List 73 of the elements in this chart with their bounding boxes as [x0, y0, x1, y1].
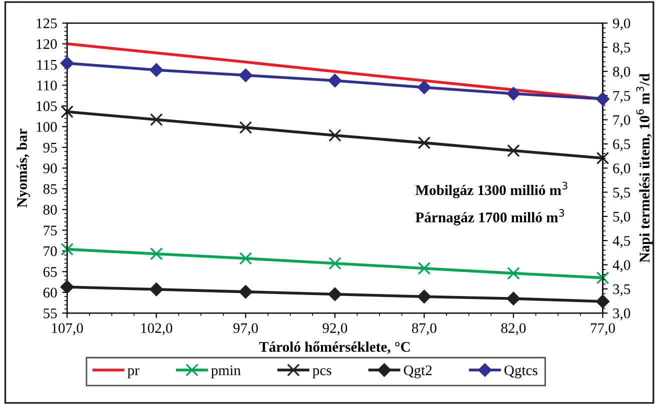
- point: [239, 252, 252, 265]
- point: [328, 74, 342, 88]
- y-tick-label: 95: [43, 142, 57, 153]
- y2-tick-label: 5,0: [613, 212, 630, 224]
- annotation: Mobilgáz 1300 millió m$^{3}$: [416, 182, 568, 198]
- y-tick-label: 120: [36, 39, 57, 49]
- point: [60, 242, 74, 256]
- x-tick-label: 97,0: [233, 323, 258, 336]
- point: [328, 256, 342, 270]
- point: [238, 68, 252, 82]
- y-tick-label: 125: [36, 18, 57, 28]
- point: [60, 56, 74, 70]
- y-axis-title: Nyomás, bar: [16, 128, 30, 208]
- x-tick-label: 107,0: [52, 323, 83, 336]
- y-tick-label: 100: [36, 122, 57, 132]
- legend-label: Qgtcs: [504, 365, 538, 378]
- x-tick-label: 77,0: [590, 323, 615, 336]
- point: [596, 294, 610, 308]
- y2-tick-label: 7,0: [613, 115, 630, 128]
- y2-tick-label: 4,5: [612, 236, 630, 248]
- annotation: Párnagáz 1700 milló m$^{3}$: [416, 209, 564, 226]
- point: [507, 266, 520, 280]
- y2-tick-label: 3,5: [613, 284, 630, 296]
- y2-tick-label: 7,5: [613, 91, 630, 103]
- point: [60, 280, 74, 294]
- point: [418, 262, 431, 275]
- y2-tick-label: 6,0: [613, 163, 630, 176]
- y2-tick-label: 6,5: [613, 139, 630, 152]
- point: [150, 247, 163, 260]
- y-tick-label: 85: [43, 184, 57, 194]
- y2-tick-label: 9,0: [612, 18, 630, 30]
- y-tick-label: 90: [43, 163, 57, 174]
- y-tick-label: 60: [43, 288, 57, 298]
- legend-label: pr: [128, 368, 140, 378]
- x-tick-label: 82,0: [501, 323, 526, 336]
- legend-label: pcs: [312, 368, 332, 378]
- point: [506, 86, 520, 100]
- legend-label: Qgt2: [404, 365, 432, 378]
- point: [239, 121, 252, 134]
- point: [418, 136, 431, 150]
- point: [506, 292, 520, 306]
- point: [596, 152, 610, 165]
- y-tick-label: 70: [44, 246, 57, 256]
- point: [150, 282, 164, 296]
- y-tick-label: 80: [43, 204, 57, 215]
- point: [596, 92, 610, 106]
- y-tick-label: 75: [44, 226, 57, 236]
- y2-tick-label: 8,5: [613, 42, 630, 55]
- x-tick-label: 87,0: [412, 323, 436, 336]
- x-tick-label: 102,0: [141, 323, 172, 336]
- point: [417, 80, 431, 94]
- point: [596, 271, 610, 284]
- x-axis-title: Tároló hőmérséklete, °C: [259, 341, 410, 354]
- x-tick-label: 92,0: [322, 323, 348, 336]
- point: [60, 105, 74, 118]
- y2-tick-label: 4,0: [612, 260, 630, 272]
- point: [417, 290, 431, 304]
- y2-axis-title: Napi termelési ütem, 10$^{6}$ m$^{3}$/d: [636, 74, 652, 263]
- y-tick-label: 110: [37, 80, 57, 90]
- y-tick-label: 55: [44, 308, 57, 318]
- legend-label: pmin: [211, 365, 241, 378]
- point: [150, 113, 163, 126]
- y2-tick-label: 3,0: [613, 308, 630, 320]
- y-tick-label: 115: [37, 60, 57, 70]
- point: [238, 285, 252, 299]
- point: [328, 287, 342, 301]
- y-tick-label: 105: [36, 101, 57, 112]
- y2-tick-label: 8,0: [613, 66, 630, 79]
- y2-tick-label: 5,5: [613, 188, 630, 200]
- point: [507, 144, 520, 158]
- y-tick-label: 65: [43, 267, 57, 277]
- point: [328, 128, 342, 142]
- point: [150, 63, 164, 77]
